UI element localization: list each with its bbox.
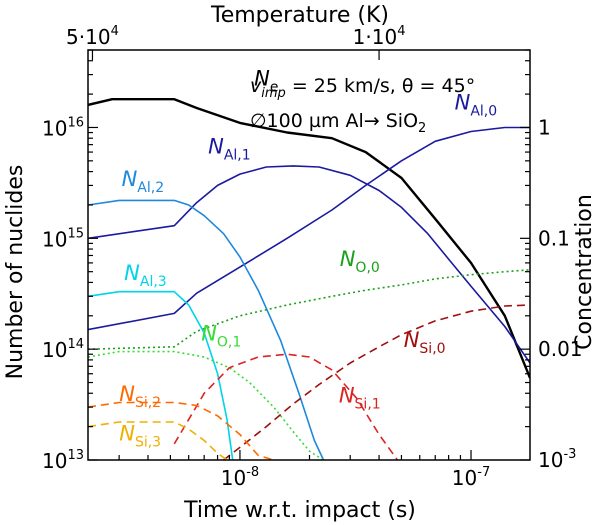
right-tick-label: 1 xyxy=(538,115,551,139)
series-label-al-0: NAl,0 xyxy=(455,91,498,120)
labels-layer: Ne NAl,0 NAl,1 NAl,2 NAl,3 NO,0 NO,1 NSi,0 NSi,1… xyxy=(119,66,497,450)
series-line-si-2 xyxy=(88,401,274,460)
top-tick-label: 5·104 xyxy=(66,24,119,49)
series-label-si-0: NSi,0 xyxy=(404,328,446,357)
y-tick-label: 1013 xyxy=(42,448,84,473)
y-tick-label: 1014 xyxy=(42,337,84,362)
series-label-si-2: NSi,2 xyxy=(119,382,161,411)
x-axis-title: Time w.r.t. impact (s) xyxy=(183,498,416,523)
right-tick-label: 0.01 xyxy=(538,337,583,361)
annotation-line-1: vimp = 25 km/s, θ = 45° xyxy=(250,75,475,101)
right-tick-label: 0.1 xyxy=(538,226,570,250)
series-label-al-3: NAl,3 xyxy=(124,261,167,290)
series-line-al-0 xyxy=(88,126,530,331)
series-label-o-1: NO,1 xyxy=(201,321,241,350)
x-tick-label: 10-8 xyxy=(221,465,259,490)
x-tick-label: 10-7 xyxy=(452,465,490,490)
series-line-al-2 xyxy=(88,199,325,460)
y-axis-title-left: Number of nuclides xyxy=(3,165,28,380)
series-label-al-2: NAl,2 xyxy=(122,167,165,196)
series-label-si-3: NSi,3 xyxy=(119,421,161,450)
series-line-si-1 xyxy=(173,353,399,460)
series-layer xyxy=(88,98,530,460)
series-line-e xyxy=(88,98,530,379)
series-line-al-3 xyxy=(88,290,234,460)
series-label-al-1: NAl,1 xyxy=(208,135,251,164)
series-line-o-0 xyxy=(88,269,530,350)
annotation-line-2: ∅100 µm Al→ SiO2 xyxy=(250,110,426,136)
ticks-layer: 1013 1014 1015 1016 10-3 0.01 0.1 1 10-8 10-7 5·10… xyxy=(42,24,583,490)
top-tick-label: 1·104 xyxy=(353,24,406,49)
y-tick-label: 1015 xyxy=(42,226,84,251)
y-axis-title-right: Concentration xyxy=(572,194,597,350)
series-line-al-1 xyxy=(88,165,530,364)
series-label-si-1: NSi,1 xyxy=(339,384,381,413)
y-tick-label: 1016 xyxy=(42,115,84,140)
series-label-e: Ne xyxy=(254,66,278,95)
top-axis-title: Temperature (K) xyxy=(210,3,389,28)
series-label-o-0: NO,0 xyxy=(340,247,380,276)
series-line-si-0 xyxy=(223,304,530,460)
right-tick-label: 10-3 xyxy=(538,447,576,472)
series-line-si-3 xyxy=(88,421,228,460)
